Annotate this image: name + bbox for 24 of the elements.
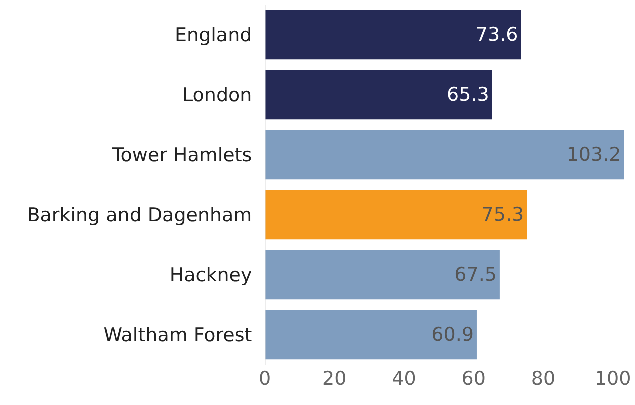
y-tick-label: England: [175, 24, 252, 47]
data-label: 65.3: [446, 84, 490, 106]
data-label: 75.3: [482, 204, 524, 226]
x-tick-label: 60: [462, 368, 486, 390]
x-tick-label: 40: [392, 368, 416, 390]
y-tick-label: Barking and Dagenham: [27, 204, 252, 227]
x-tick-label: 80: [531, 368, 556, 390]
data-label: 67.5: [454, 264, 497, 286]
bar: [265, 70, 492, 120]
bar: [265, 310, 477, 360]
data-label: 60.9: [432, 324, 474, 346]
bar: [265, 250, 500, 300]
y-tick-label: London: [182, 84, 252, 107]
data-label: 73.6: [476, 24, 518, 46]
y-tick-label: Hackney: [170, 264, 252, 287]
y-tick-label: Tower Hamlets: [111, 144, 252, 167]
bar: [265, 10, 522, 60]
bar: [265, 190, 528, 240]
data-label: 103.2: [566, 144, 622, 166]
y-tick-label: Waltham Forest: [104, 324, 252, 347]
bar: [265, 130, 624, 180]
x-tick-label: 20: [322, 368, 347, 390]
x-tick-label: 100: [594, 368, 632, 390]
x-tick-label: 0: [258, 368, 272, 390]
